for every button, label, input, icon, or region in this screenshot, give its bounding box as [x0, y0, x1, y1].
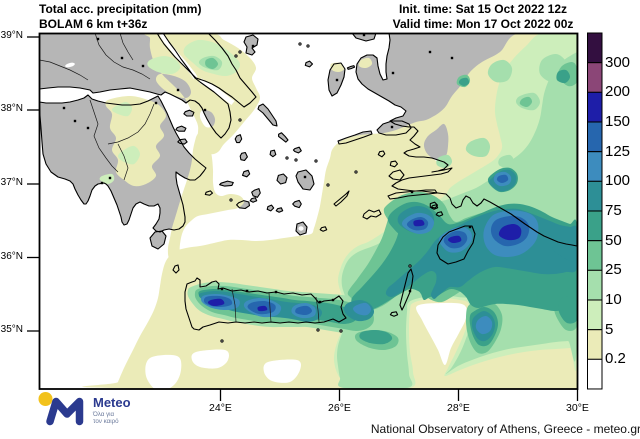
svg-text:τον καιρό: τον καιρό — [93, 418, 119, 425]
svg-text:Meteo: Meteo — [93, 395, 131, 410]
svg-text:Όλα για: Όλα για — [92, 411, 115, 418]
